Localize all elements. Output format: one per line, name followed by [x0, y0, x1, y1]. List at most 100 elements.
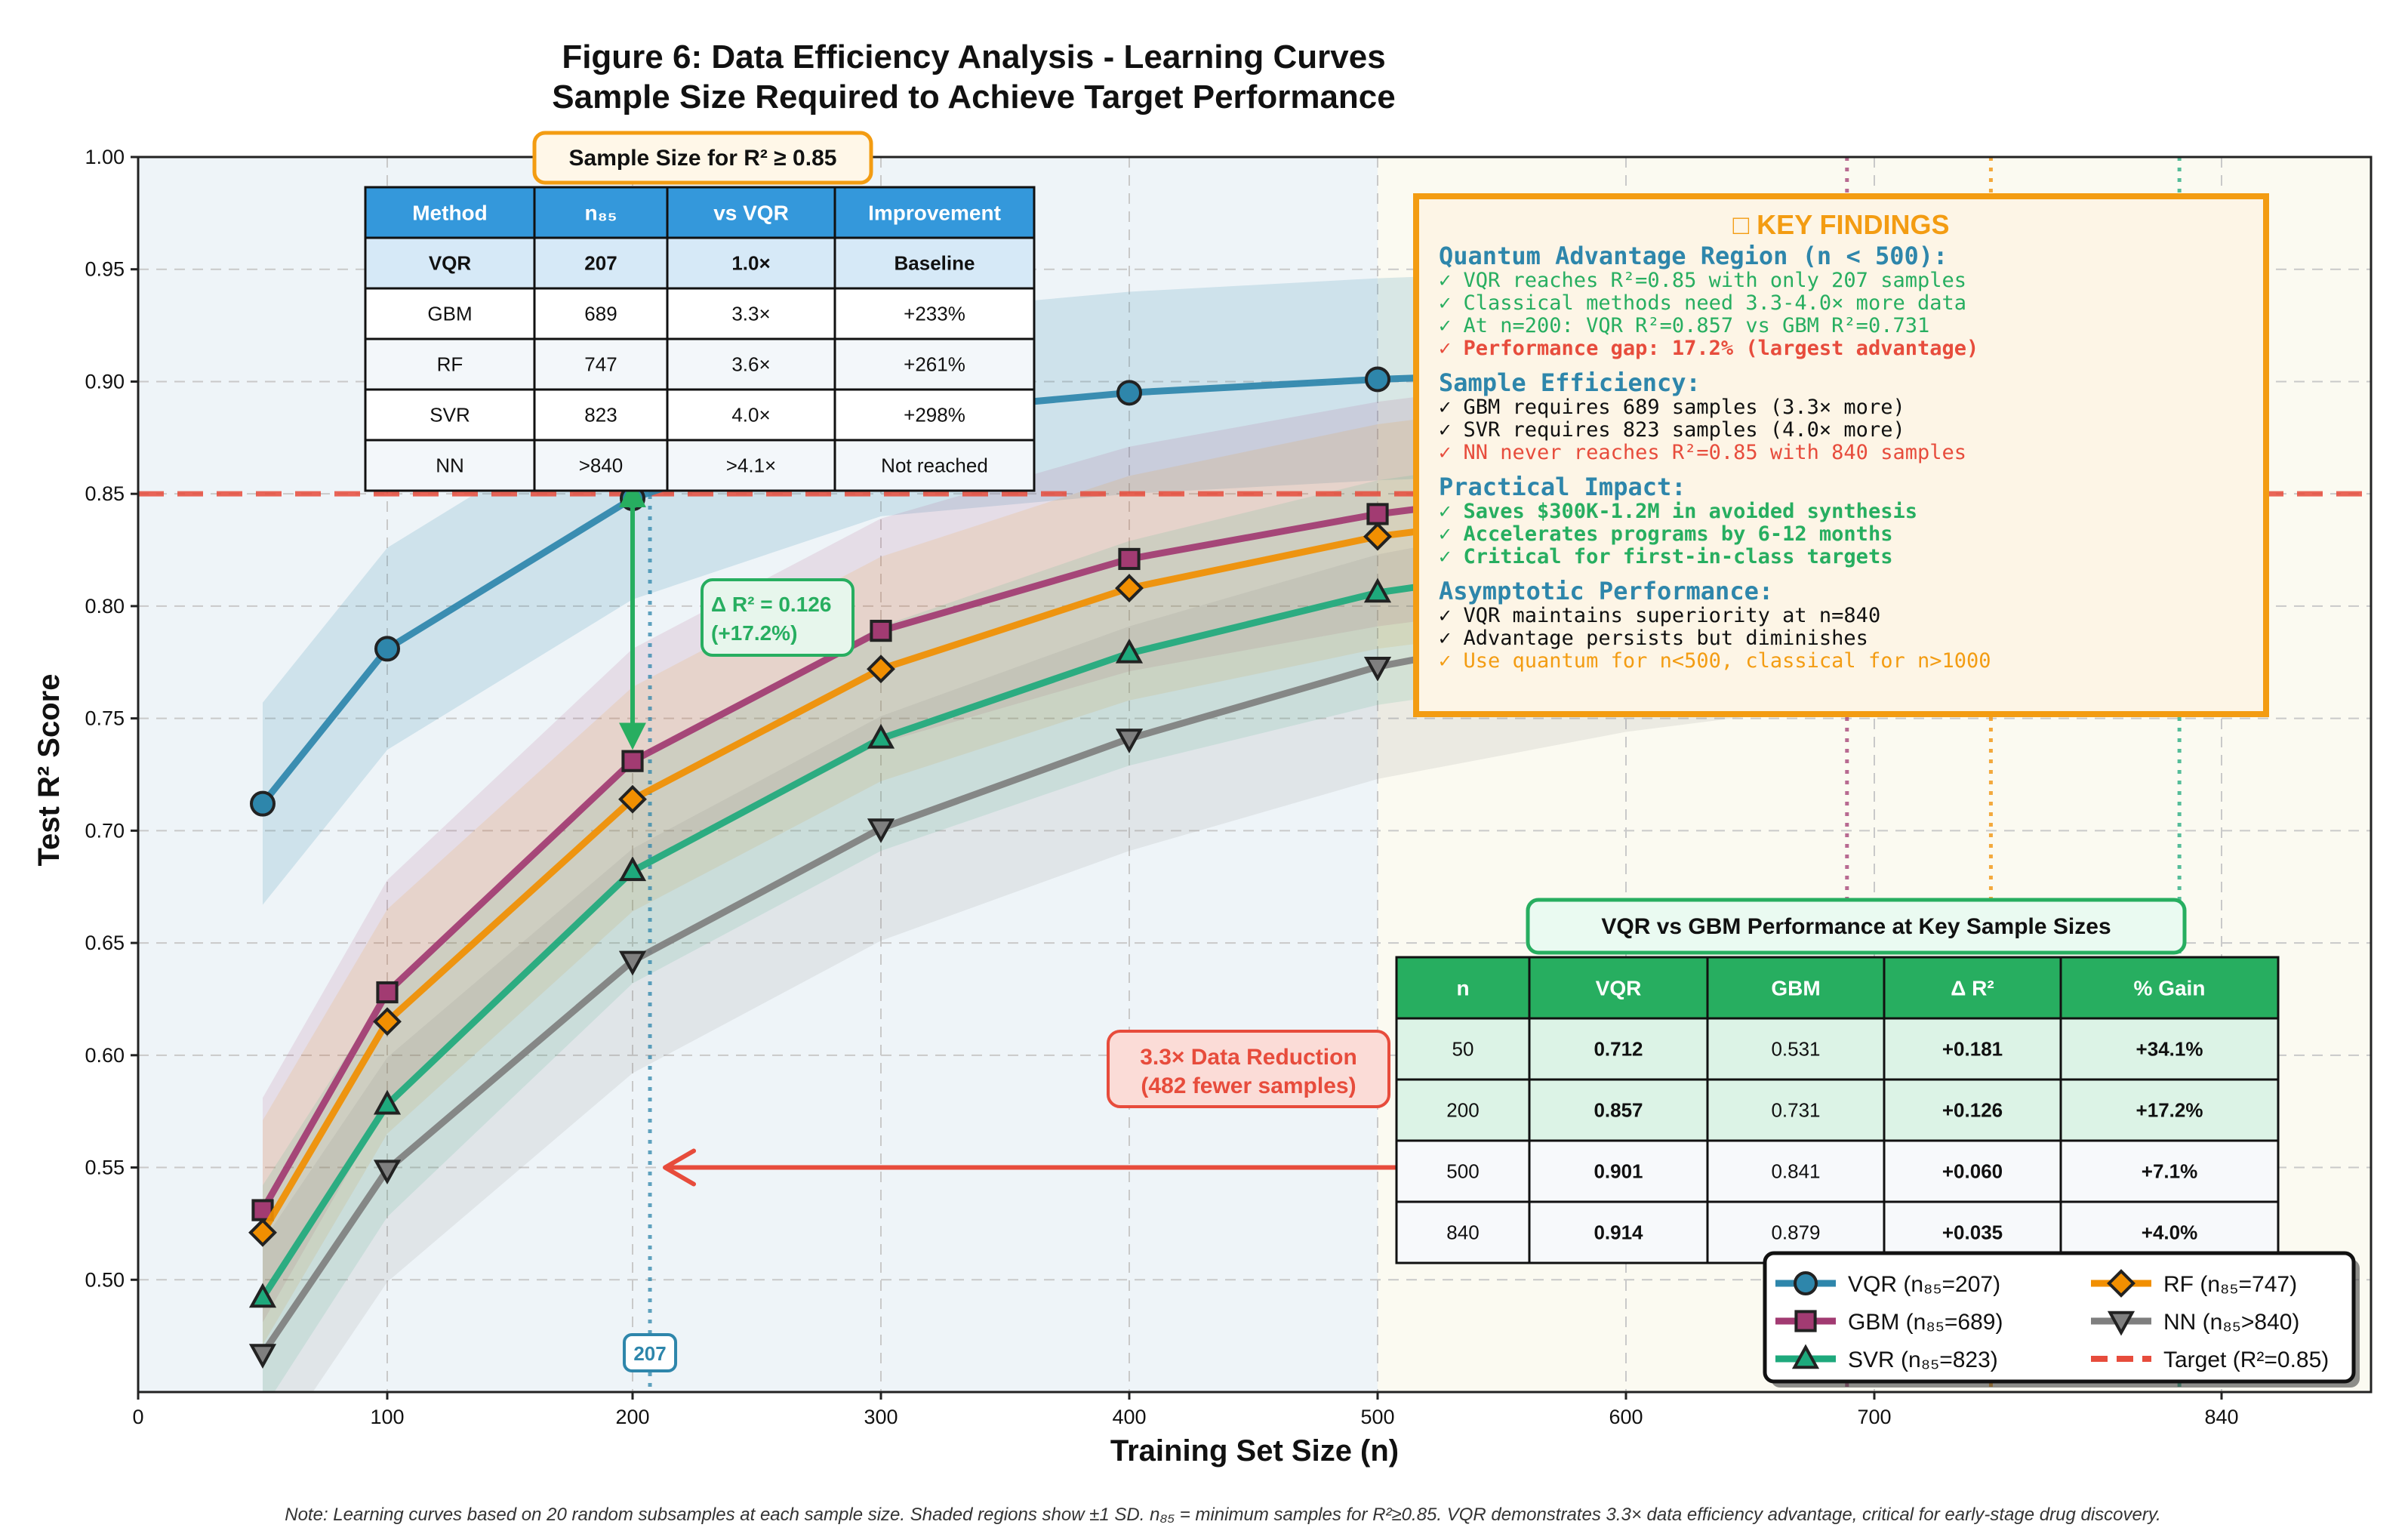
perf-table-cell-text: 0.879 [1771, 1221, 1820, 1244]
x-tick-label: 100 [370, 1406, 404, 1428]
annotations: Δ R² = 0.126 (+17.2%) 3.3× Data Reductio… [619, 480, 1759, 1187]
sample-table-cell-text: >4.1× [726, 454, 777, 477]
sample-table-cell-text: 207 [584, 252, 617, 275]
key-findings-line: ✓ Accelerates programs by 6-12 months [1439, 522, 1892, 546]
sample-table-cell-text: 747 [584, 353, 617, 376]
sample-table-cell-text: >840 [579, 454, 624, 477]
threshold-label: 207 [633, 1342, 666, 1365]
footnote: Note: Learning curves based on 20 random… [285, 1505, 2161, 1525]
perf-table-cell [1528, 1200, 1709, 1264]
perf-table-cell-text: 0.914 [1594, 1221, 1643, 1244]
data-point-vqr [374, 636, 400, 662]
legend-marker-gbm [1794, 1310, 1817, 1332]
sample-table-cell-text: 1.0× [731, 252, 770, 275]
y-ticks: 0.50 0.55 0.60 0.65 0.70 0.75 0.80 0.85 0.90 0.95… [85, 146, 138, 1291]
key-findings-line: ✓ VQR maintains superiority at n=840 [1439, 604, 1880, 627]
legend-label-rf: RF (n₈₅=747) [2163, 1272, 2297, 1297]
perf-table-cell-text: +0.126 [1942, 1099, 2003, 1122]
key-findings-line: ✓ Performance gap: 17.2% (largest advant… [1439, 337, 1978, 360]
y-tick-label: 0.55 [85, 1157, 125, 1179]
sample-table-cell-text: 823 [584, 404, 617, 427]
legend-box [1763, 1251, 2356, 1384]
data-point-vqr [250, 790, 276, 817]
data-point-nn [373, 1160, 402, 1185]
perf-table-cell [1395, 1017, 1531, 1081]
data-point-svr [867, 723, 895, 749]
perf-table-cell [1883, 1078, 2062, 1142]
plot-frame [137, 156, 2373, 1394]
data-reduction-detail: (482 fewer samples) [1141, 1073, 1356, 1098]
key-findings-line: ✓ NN never reaches R²=0.85 with 840 samp… [1439, 441, 1966, 464]
y-tick-label: 0.75 [85, 707, 125, 730]
data-point-nn [1363, 657, 1392, 682]
legend-label-gbm: GBM (n₈₅=689) [1848, 1310, 2003, 1335]
data-point-svr [1115, 638, 1144, 664]
perf-table-cell-text: 0.841 [1771, 1160, 1820, 1183]
data-reduction-label: 3.3× Data Reduction [1140, 1045, 1357, 1070]
sample-table-header-cell [533, 186, 669, 239]
perf-table-title: VQR vs GBM Performance at Key Sample Siz… [1601, 914, 2111, 939]
data-point-gbm [1118, 547, 1141, 571]
sample-table-cell-text: RF [437, 353, 463, 376]
sample-table-cell-text: SVR [430, 404, 470, 427]
legend-label-target: Target (R²=0.85) [2163, 1348, 2329, 1372]
sample-table-cell-text: Not reached [881, 454, 988, 477]
sample-table-cell [533, 388, 669, 442]
y-tick-label: 0.80 [85, 595, 125, 618]
x-ticks: 0 100 200 300 400 500 600 700 840 [132, 1392, 2239, 1428]
perf-table-cell-text: +0.035 [1942, 1221, 2003, 1244]
perf-table-header-text: Δ R² [1951, 977, 1994, 1000]
perf-table-header-text: VQR [1596, 977, 1642, 1000]
perf-table-cell-text: 0.731 [1771, 1099, 1820, 1122]
perf-table-cell-text: 840 [1446, 1221, 1479, 1244]
sample-table-cell [833, 236, 1036, 290]
x-tick-label: 400 [1112, 1406, 1146, 1428]
sample-table-cell [364, 439, 536, 492]
y-axis-label: Test R² Score [32, 674, 66, 867]
key-findings-line: ✓ Classical methods need 3.3-4.0× more d… [1439, 291, 1966, 315]
perf-table-cell-text: +0.060 [1942, 1160, 2003, 1183]
key-findings-line: ✓ Advantage persists but diminishes [1439, 627, 1868, 650]
data-point-rf [867, 654, 895, 684]
delta-r2-box [701, 578, 855, 657]
perf-table-cell-text: 0.857 [1594, 1099, 1643, 1122]
y-tick-label: 1.00 [85, 146, 125, 168]
sample-table-cell-text: VQR [429, 252, 472, 275]
legend-marker-vqr [1794, 1271, 1818, 1295]
perf-table-cell-text: 500 [1446, 1160, 1479, 1183]
key-findings-heading: Sample Efficiency: [1439, 368, 1701, 397]
data-point-svr [373, 1089, 402, 1115]
sample-table-cell-text: NN [436, 454, 464, 477]
key-findings-line: ✓ VQR reaches R²=0.85 with only 207 samp… [1439, 269, 1966, 292]
data-point-nn [867, 818, 895, 843]
perf-table-cell [1395, 1200, 1531, 1264]
perf-table-cell-text: 50 [1452, 1038, 1474, 1061]
data-point-nn [1115, 728, 1144, 753]
sample-table-cell [833, 439, 1036, 492]
data-point-svr [618, 856, 647, 882]
data-point-gbm [376, 981, 399, 1004]
data-point-rf [1363, 522, 1392, 551]
key-findings-line: ✓ Saves $300K-1.2M in avoided synthesis [1439, 500, 1917, 523]
perf-table-cell-text: +0.181 [1942, 1038, 2003, 1061]
perf-table-cell [1528, 1017, 1709, 1081]
perf-table-cell-text: 0.901 [1594, 1160, 1643, 1183]
sample-table-cell [666, 388, 836, 442]
sample-table-header-text: Method [412, 202, 488, 225]
sample-table-cell [833, 337, 1036, 391]
sample-table-cell-text: 3.6× [731, 353, 770, 376]
figure-title-line2: Sample Size Required to Achieve Target P… [552, 79, 1395, 116]
key-findings-line: ✓ SVR requires 823 samples (4.0× more) [1439, 418, 1905, 442]
sample-table-cell-text: +261% [904, 353, 965, 376]
sample-table-cell-text: GBM [427, 303, 472, 325]
sample-table-cell-text: 689 [584, 303, 617, 325]
perf-table-cell-text: +34.1% [2136, 1038, 2203, 1061]
perf-table-header-cell [2059, 956, 2280, 1020]
legend-label-vqr: VQR (n₈₅=207) [1848, 1272, 2000, 1297]
perf-table-cell [1883, 1139, 2062, 1203]
perf-table-cell [1528, 1078, 1709, 1142]
key-findings-line: ✓ At n=200: VQR R²=0.857 vs GBM R²=0.731 [1439, 314, 1929, 337]
perf-table-title-box [1526, 898, 2187, 955]
sample-size-table: Sample Size for R² ≥ 0.85 Method n₈₅ vs VQ… [364, 131, 1036, 492]
